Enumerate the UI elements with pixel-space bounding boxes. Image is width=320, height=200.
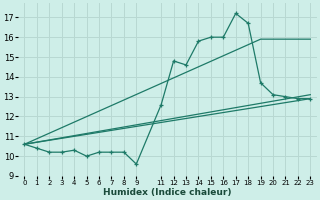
X-axis label: Humidex (Indice chaleur): Humidex (Indice chaleur): [103, 188, 232, 197]
